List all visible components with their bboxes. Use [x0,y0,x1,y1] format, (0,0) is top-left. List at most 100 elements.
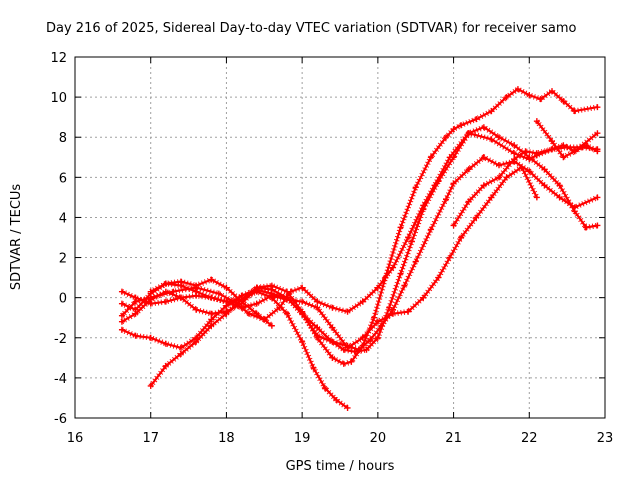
data-point [511,150,518,157]
x-tick-label: 16 [67,431,84,446]
data-point [162,298,169,305]
data-point [178,278,184,285]
data-point [193,282,200,289]
data-point [118,318,125,325]
x-tick-label: 22 [521,431,538,446]
data-point [118,300,125,307]
data-point [382,274,389,281]
y-tick-label: -6 [54,412,67,427]
data-point [344,342,351,349]
data-point [208,310,215,317]
x-tick-label: 21 [445,431,462,446]
x-tick-label: 17 [142,431,159,446]
data-point [314,298,321,305]
x-tick-label: 18 [218,431,235,446]
data-point [541,166,548,173]
data-point [299,310,306,317]
series-line [120,87,599,365]
data-point [549,88,555,95]
data-point [412,184,419,191]
data-point [446,254,453,261]
data-point [374,318,381,325]
data-point [359,298,366,305]
data-point [147,334,154,341]
y-tick-label: 10 [50,91,67,106]
data-point [594,130,601,137]
y-tick-label: 2 [59,252,67,267]
data-point [374,334,381,341]
data-point [549,138,555,145]
data-point [503,174,510,181]
data-point [480,154,487,161]
data-point [397,270,404,277]
data-point [253,288,260,295]
data-point [178,294,184,301]
data-point [193,334,200,341]
data-point [397,224,404,231]
data-point [458,122,465,129]
data-point [299,338,306,345]
data-point [193,288,200,295]
data-point [268,294,275,301]
data-point [450,126,457,133]
data-point [355,346,362,353]
data-point [193,306,200,313]
data-point [465,166,472,173]
data-point [496,174,502,181]
data-point [238,304,245,311]
y-tick-label: 0 [59,292,67,307]
data-point [583,142,590,149]
data-point [556,194,563,201]
y-tick-label: 4 [59,211,67,226]
data-point [522,148,529,155]
data-point [427,154,434,161]
y-axis-title: SDTVAR / TECUs [9,184,24,291]
data-point [147,382,154,389]
data-point [118,326,125,333]
data-point [329,304,336,311]
data-point [162,340,169,347]
data-point [511,156,518,163]
data-point [503,94,510,101]
series-track-9 [533,118,601,161]
data-point [333,396,340,403]
data-point [268,322,275,329]
data-point [371,314,378,321]
x-axis-title: GPS time / hours [286,459,395,474]
series-track-4 [147,124,601,389]
data-point [450,180,457,187]
data-point [348,358,355,365]
data-point [465,198,472,205]
data-point [208,294,215,301]
data-point [178,344,184,351]
data-point [401,282,408,289]
data-point [378,322,385,329]
data-point [571,108,578,115]
data-point [496,162,502,169]
data-point [488,194,495,201]
data-point [162,288,169,295]
data-point [405,308,412,315]
data-point [223,298,230,305]
data-point [594,148,601,155]
data-point [514,86,521,93]
data-point [458,234,465,241]
data-point [132,306,139,313]
data-point [420,206,427,213]
data-point [132,332,139,339]
data-point [408,238,415,245]
data-point [594,222,601,229]
data-point [488,108,495,115]
data-point [386,304,393,311]
data-point [253,310,260,317]
data-point [560,154,567,161]
data-point [208,316,215,323]
data-point [299,284,306,291]
y-tick-label: 8 [59,131,67,146]
data-point [533,118,540,125]
data-point [533,150,540,157]
data-point [223,284,230,291]
data-point [208,322,215,329]
series-markers [148,124,598,388]
data-point [533,194,540,201]
